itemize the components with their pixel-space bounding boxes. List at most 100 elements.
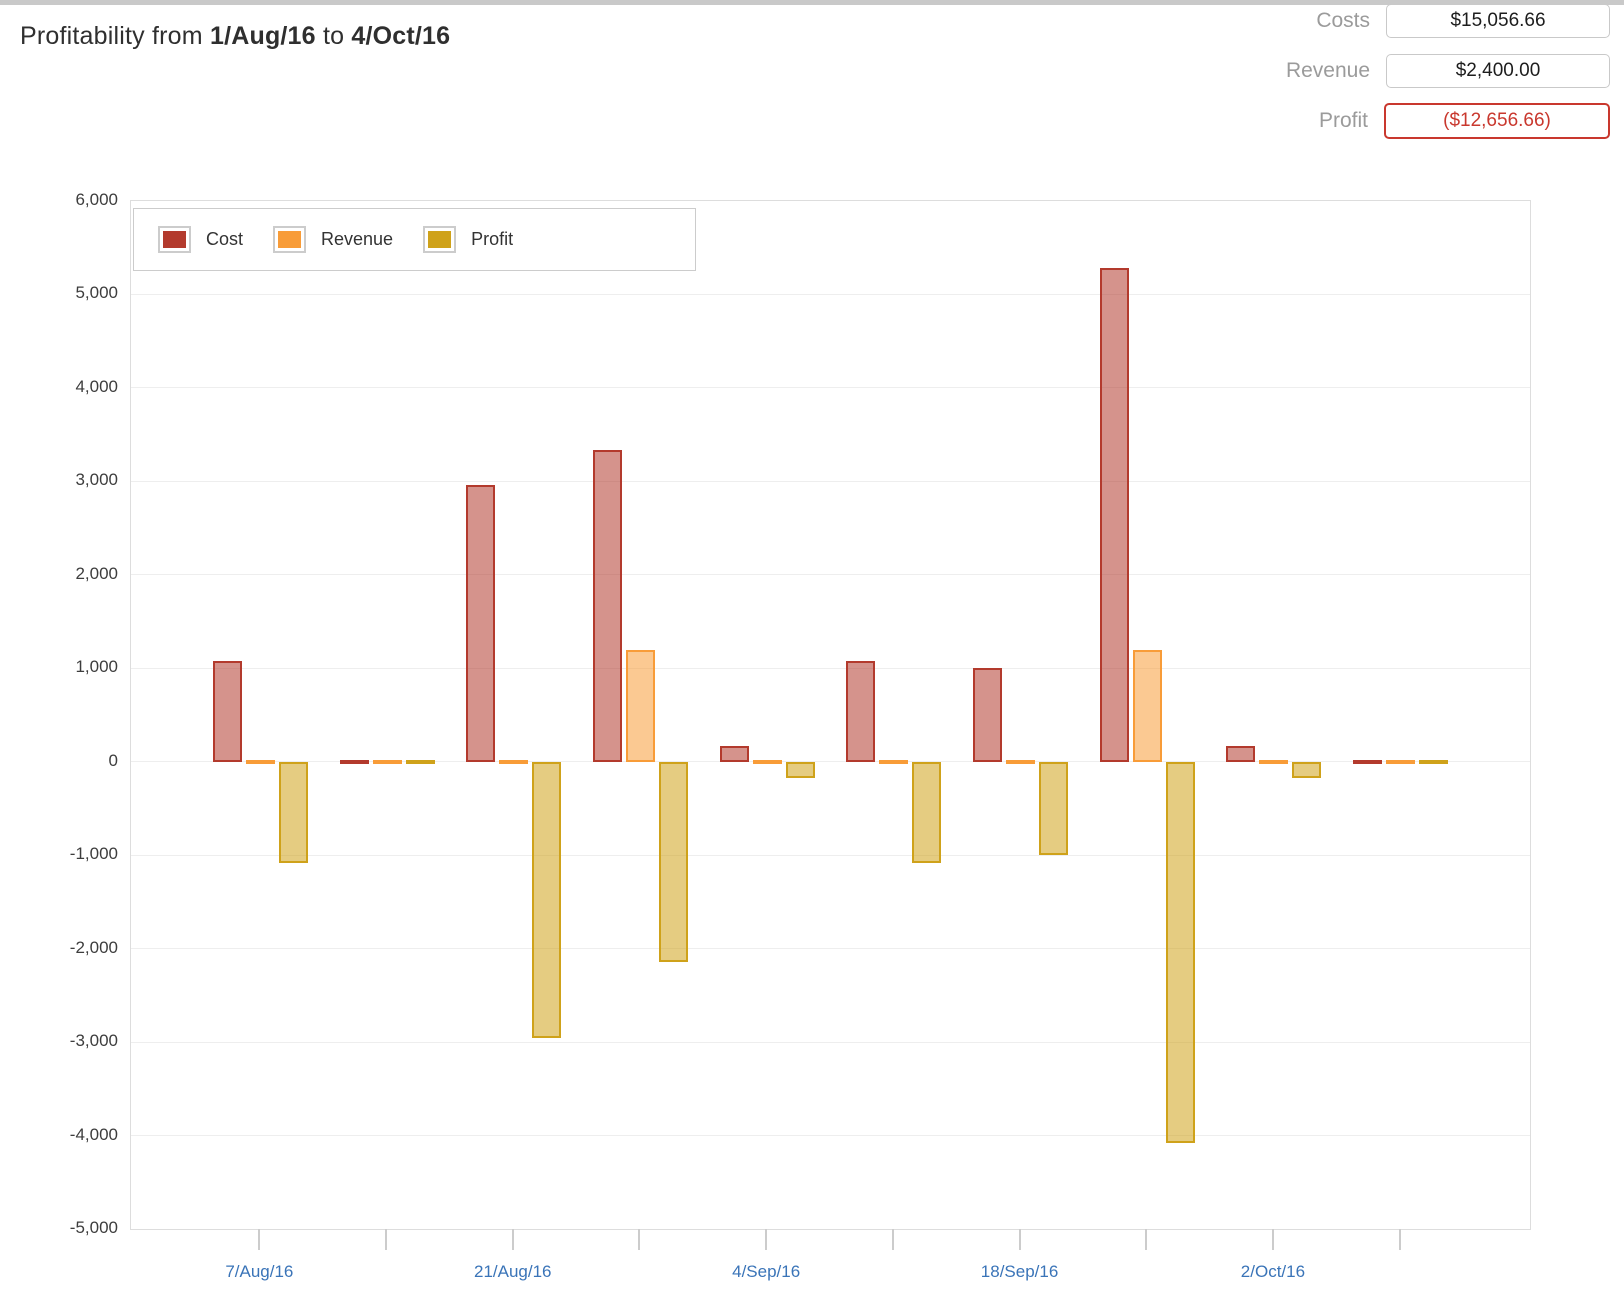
y-tick-label--5000: -5,000 (69, 1218, 118, 1237)
x-tick-8 (1271, 1229, 1274, 1250)
plot-area: Cost Revenue Profit (130, 200, 1531, 1230)
legend-label-profit: Profit (471, 229, 514, 249)
y-tick-label-4000: 4,000 (75, 376, 118, 396)
y-tick-label-2000: 2,000 (75, 563, 118, 583)
bar-cost-8[interactable] (1226, 745, 1256, 762)
gridline-5000 (131, 293, 1530, 295)
gridline--3000 (131, 1041, 1530, 1043)
legend-item-profit[interactable]: Profit (423, 226, 513, 253)
gridline--2000 (131, 948, 1530, 950)
gridline-2000 (131, 574, 1530, 576)
profit-label: Profit (1318, 109, 1368, 132)
bar-cost-9[interactable] (1353, 759, 1383, 764)
page-title: Profitability from 1/Aug/16 to 4/Oct/16 (20, 22, 450, 51)
y-tick-label-5000: 5,000 (75, 283, 118, 303)
x-axis-label-7-Aug-16[interactable]: 7/Aug/16 (225, 1262, 294, 1281)
legend-swatch-cost (158, 226, 191, 253)
bar-revenue-5[interactable] (879, 759, 909, 764)
window-top-edge (0, 0, 1624, 5)
bar-revenue-4[interactable] (752, 759, 782, 764)
costs-label: Costs (1316, 9, 1370, 32)
title-joiner: to (322, 22, 345, 50)
gridline-3000 (131, 480, 1530, 482)
profitability-chart: -5,000 -4,000 -3,000 -2,000 -1,000 0 1,000 2,00… (0, 190, 1624, 1306)
legend-label-cost: Cost (206, 229, 244, 249)
bar-revenue-7[interactable] (1132, 649, 1162, 762)
y-tick-label-6000: 6,000 (75, 190, 118, 209)
legend-label-revenue: Revenue (321, 229, 394, 249)
legend-swatch-profit (423, 226, 457, 253)
bar-profit-5[interactable] (912, 761, 942, 863)
gridline-1000 (131, 667, 1530, 669)
gridline-0 (131, 761, 1530, 763)
gridline-4000 (131, 387, 1530, 389)
revenue-label: Revenue (1285, 59, 1370, 82)
costs-value-field[interactable]: $15,056.66 (1386, 4, 1610, 38)
bar-profit-8[interactable] (1292, 761, 1322, 778)
bar-revenue-3[interactable] (625, 649, 655, 762)
bar-revenue-1[interactable] (372, 759, 402, 764)
bar-cost-5[interactable] (846, 660, 876, 762)
bar-profit-0[interactable] (278, 761, 308, 863)
profit-value-field[interactable]: ($12,656.66) (1384, 103, 1610, 139)
bar-revenue-8[interactable] (1259, 759, 1289, 764)
legend-item-revenue[interactable]: Revenue (273, 226, 393, 253)
bar-profit-6[interactable] (1039, 761, 1069, 856)
y-tick-label--4000: -4,000 (69, 1124, 118, 1144)
y-axis-labels: -5,000 -4,000 -3,000 -2,000 -1,000 0 1,000 2,00… (0, 190, 118, 1237)
bar-cost-7[interactable] (1099, 268, 1129, 762)
x-axis-label-18-Sep-16[interactable]: 18/Sep/16 (980, 1262, 1059, 1281)
legend-color-chip (163, 231, 186, 248)
legend-color-chip (278, 231, 302, 248)
title-start-date: 1/Aug/16 (209, 22, 316, 50)
x-axis: 7/Aug/16 21/Aug/16 4/Sep/16 18/Sep/16 2/Oct/… (130, 1228, 1529, 1306)
bar-revenue-9[interactable] (1386, 759, 1416, 764)
gridline--1000 (131, 854, 1530, 856)
summary-row-profit: Profit ($12,656.66) (1148, 103, 1610, 139)
summary-row-costs: Costs $15,056.66 (1150, 4, 1610, 38)
bar-cost-4[interactable] (719, 745, 749, 762)
bar-profit-9[interactable] (1419, 759, 1449, 764)
legend: Cost Revenue Profit (133, 208, 696, 271)
bar-cost-6[interactable] (973, 668, 1003, 762)
x-tick-9 (1398, 1229, 1401, 1250)
bar-profit-2[interactable] (532, 761, 562, 1039)
summary-row-revenue: Revenue $2,400.00 (1150, 54, 1610, 88)
x-tick-1 (385, 1229, 388, 1250)
x-axis-label-4-Sep-16[interactable]: 4/Sep/16 (732, 1262, 801, 1281)
x-tick-3 (638, 1229, 641, 1250)
bar-profit-4[interactable] (785, 761, 815, 778)
y-tick-label--2000: -2,000 (69, 937, 118, 957)
bar-profit-3[interactable] (658, 761, 688, 962)
x-tick-4 (765, 1229, 768, 1250)
legend-color-chip (428, 231, 452, 248)
y-tick-label--3000: -3,000 (69, 1031, 118, 1051)
x-tick-6 (1018, 1229, 1021, 1250)
y-tick-label-0: 0 (108, 750, 118, 770)
title-prefix: Profitability from (20, 22, 203, 50)
bar-revenue-2[interactable] (499, 759, 529, 764)
title-end-date: 4/Oct/16 (351, 22, 451, 50)
y-tick-label-1000: 1,000 (75, 657, 118, 677)
bar-revenue-6[interactable] (1006, 759, 1036, 764)
y-tick-label--1000: -1,000 (69, 844, 118, 864)
bar-profit-7[interactable] (1165, 761, 1195, 1143)
x-tick-5 (891, 1229, 894, 1250)
x-tick-0 (258, 1229, 261, 1250)
legend-item-cost[interactable]: Cost (158, 226, 243, 253)
bar-cost-0[interactable] (212, 660, 242, 762)
x-axis-label-21-Aug-16[interactable]: 21/Aug/16 (473, 1262, 552, 1281)
legend-swatch-revenue (273, 226, 307, 253)
gridline--4000 (131, 1135, 1530, 1137)
revenue-value-field[interactable]: $2,400.00 (1386, 54, 1610, 88)
bar-revenue-0[interactable] (245, 759, 275, 764)
x-tick-2 (511, 1229, 514, 1250)
x-axis-label-2-Oct-16[interactable]: 2/Oct/16 (1240, 1262, 1306, 1281)
x-tick-7 (1145, 1229, 1148, 1250)
bar-cost-3[interactable] (592, 449, 622, 762)
bar-cost-2[interactable] (466, 485, 496, 762)
bar-profit-1[interactable] (405, 759, 435, 764)
y-tick-label-3000: 3,000 (75, 470, 118, 490)
bar-cost-1[interactable] (339, 759, 369, 764)
